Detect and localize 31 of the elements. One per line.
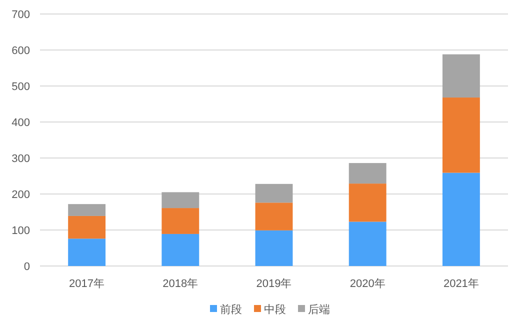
bar bbox=[68, 238, 106, 266]
legend-label: 后端 bbox=[308, 303, 330, 316]
bar bbox=[162, 192, 200, 208]
bar bbox=[348, 163, 386, 184]
x-tick-label: 2019年 bbox=[256, 278, 292, 290]
y-tick-label: 100 bbox=[12, 225, 30, 237]
x-tick-label: 2017年 bbox=[69, 278, 105, 290]
bar bbox=[162, 208, 200, 234]
y-tick-label: 600 bbox=[12, 45, 30, 57]
y-tick-label: 400 bbox=[12, 117, 30, 129]
bar bbox=[255, 184, 293, 203]
bar bbox=[442, 54, 480, 98]
bar bbox=[442, 98, 480, 173]
x-tick-label: 2021年 bbox=[443, 278, 479, 290]
bar bbox=[348, 222, 386, 266]
bar bbox=[68, 216, 106, 239]
y-tick-label: 300 bbox=[12, 153, 30, 165]
bar bbox=[348, 184, 386, 222]
y-tick-label: 700 bbox=[12, 9, 30, 21]
legend-label: 中段 bbox=[264, 303, 286, 316]
x-tick-label: 2020年 bbox=[350, 278, 386, 290]
bar bbox=[255, 202, 293, 230]
bar bbox=[68, 204, 106, 216]
bar bbox=[162, 234, 200, 266]
y-tick-label: 0 bbox=[24, 261, 30, 273]
y-tick-label: 500 bbox=[12, 81, 30, 93]
y-tick-label: 200 bbox=[12, 189, 30, 201]
bar bbox=[255, 230, 293, 266]
x-tick-label: 2018年 bbox=[162, 278, 198, 290]
legend-label: 前段 bbox=[220, 304, 242, 316]
bar bbox=[442, 172, 480, 266]
